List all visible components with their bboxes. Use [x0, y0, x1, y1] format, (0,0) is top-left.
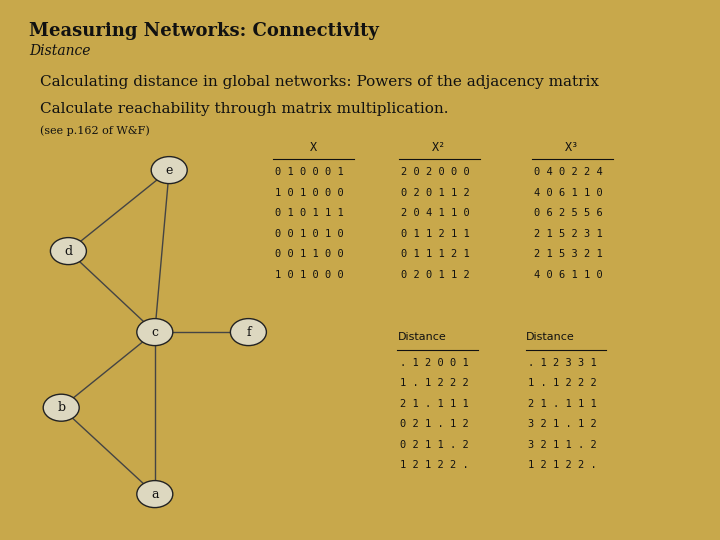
Text: 1 0 1 0 0 0: 1 0 1 0 0 0 [275, 188, 343, 198]
Text: 1 2 1 2 2 .: 1 2 1 2 2 . [400, 461, 468, 470]
Text: 0 2 0 1 1 2: 0 2 0 1 1 2 [401, 270, 469, 280]
Text: Calculating distance in global networks: Powers of the adjacency matrix: Calculating distance in global networks:… [40, 75, 598, 89]
Text: 1 . 1 2 2 2: 1 . 1 2 2 2 [400, 379, 468, 388]
Text: d: d [64, 245, 73, 258]
Text: X³: X³ [565, 141, 580, 154]
Circle shape [230, 319, 266, 346]
Text: 2 0 4 1 1 0: 2 0 4 1 1 0 [401, 208, 469, 218]
Circle shape [137, 319, 173, 346]
Text: 1 0 1 0 0 0: 1 0 1 0 0 0 [275, 270, 343, 280]
Text: 3 2 1 1 . 2: 3 2 1 1 . 2 [528, 440, 596, 450]
Text: Distance: Distance [29, 44, 90, 58]
Circle shape [137, 481, 173, 508]
Text: 0 1 0 0 0 1: 0 1 0 0 0 1 [275, 167, 343, 177]
Text: 2 1 . 1 1 1: 2 1 . 1 1 1 [528, 399, 596, 409]
Text: 0 2 1 . 1 2: 0 2 1 . 1 2 [400, 420, 468, 429]
Text: 0 2 1 1 . 2: 0 2 1 1 . 2 [400, 440, 468, 450]
Text: 3 2 1 . 1 2: 3 2 1 . 1 2 [528, 420, 596, 429]
Text: 1 2 1 2 2 .: 1 2 1 2 2 . [528, 461, 596, 470]
Text: . 1 2 3 3 1: . 1 2 3 3 1 [528, 358, 596, 368]
Text: e: e [166, 164, 173, 177]
Text: X: X [310, 141, 317, 154]
Text: 1 . 1 2 2 2: 1 . 1 2 2 2 [528, 379, 596, 388]
Text: f: f [246, 326, 251, 339]
Text: Distance: Distance [397, 332, 446, 342]
Text: c: c [151, 326, 158, 339]
Text: 4 0 6 1 1 0: 4 0 6 1 1 0 [534, 270, 603, 280]
Text: 0 0 1 1 0 0: 0 0 1 1 0 0 [275, 249, 343, 259]
Text: 4 0 6 1 1 0: 4 0 6 1 1 0 [534, 188, 603, 198]
Circle shape [43, 394, 79, 421]
Text: (see p.162 of W&F): (see p.162 of W&F) [40, 125, 149, 136]
Circle shape [50, 238, 86, 265]
Text: 2 1 5 2 3 1: 2 1 5 2 3 1 [534, 229, 603, 239]
Text: a: a [151, 488, 158, 501]
Text: Distance: Distance [526, 332, 575, 342]
Text: Measuring Networks: Connectivity: Measuring Networks: Connectivity [29, 22, 379, 39]
Text: 0 4 0 2 2 4: 0 4 0 2 2 4 [534, 167, 603, 177]
Text: 0 2 0 1 1 2: 0 2 0 1 1 2 [401, 188, 469, 198]
Text: . 1 2 0 0 1: . 1 2 0 0 1 [400, 358, 468, 368]
Text: 0 6 2 5 5 6: 0 6 2 5 5 6 [534, 208, 603, 218]
Text: 0 1 0 1 1 1: 0 1 0 1 1 1 [275, 208, 343, 218]
Text: 0 1 1 2 1 1: 0 1 1 2 1 1 [401, 229, 469, 239]
Circle shape [151, 157, 187, 184]
Text: 2 0 2 0 0 0: 2 0 2 0 0 0 [401, 167, 469, 177]
Text: 0 0 1 0 1 0: 0 0 1 0 1 0 [275, 229, 343, 239]
Text: 0 1 1 1 2 1: 0 1 1 1 2 1 [401, 249, 469, 259]
Text: X²: X² [432, 141, 446, 154]
Text: 2 1 5 3 2 1: 2 1 5 3 2 1 [534, 249, 603, 259]
Text: 2 1 . 1 1 1: 2 1 . 1 1 1 [400, 399, 468, 409]
Text: Calculate reachability through matrix multiplication.: Calculate reachability through matrix mu… [40, 102, 448, 116]
Text: b: b [57, 401, 66, 414]
